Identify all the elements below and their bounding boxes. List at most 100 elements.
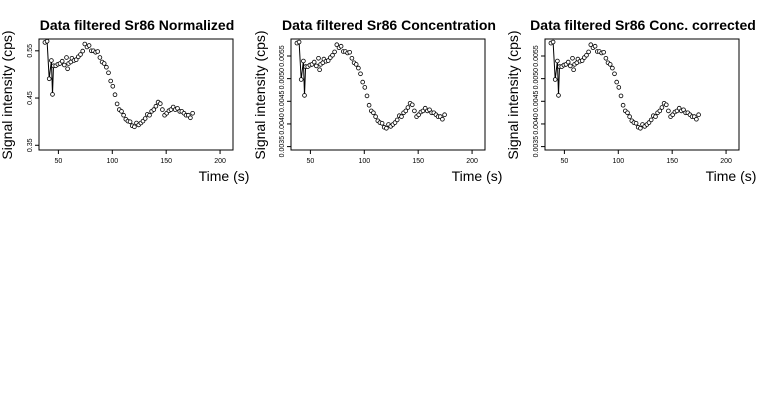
x-tick-label: 150 bbox=[160, 158, 172, 165]
data-point bbox=[653, 114, 658, 119]
data-point bbox=[127, 119, 133, 125]
data-point bbox=[95, 49, 100, 54]
data-point bbox=[313, 63, 319, 69]
data-point bbox=[648, 117, 654, 123]
data-point bbox=[301, 58, 306, 64]
data-point bbox=[614, 79, 619, 85]
panel-title: Data filtered Sr86 Concentration bbox=[282, 17, 496, 33]
data-point bbox=[360, 79, 366, 85]
chart-panel-normalized: Data filtered Sr86 Normalized Signal int… bbox=[0, 17, 249, 184]
data-point bbox=[384, 126, 389, 131]
data-point bbox=[330, 52, 335, 58]
data-point bbox=[603, 55, 609, 61]
data-point bbox=[158, 101, 163, 106]
data-point bbox=[121, 112, 126, 118]
y-tick-label: 0.0035 bbox=[279, 136, 286, 158]
series-line bbox=[44, 40, 54, 95]
axis-ticks: 50 100 150 200 0.35 0.45 0.55 bbox=[27, 44, 226, 165]
x-tick-label: 200 bbox=[214, 158, 226, 165]
y-tick-label: 0.0045 bbox=[279, 90, 286, 112]
data-point bbox=[160, 107, 165, 112]
x-tick-label: 150 bbox=[666, 158, 678, 165]
data-point bbox=[190, 111, 195, 116]
data-point bbox=[175, 106, 180, 111]
data-point bbox=[64, 55, 69, 60]
data-point bbox=[412, 108, 417, 114]
data-point bbox=[153, 103, 159, 109]
y-axis-label: Signal intensity (cps) bbox=[0, 30, 15, 159]
x-axis-label: Time (s) bbox=[452, 168, 503, 184]
x-tick-label: 50 bbox=[55, 158, 63, 165]
y-tick-label: 0.0035 bbox=[533, 136, 540, 158]
data-point bbox=[638, 126, 643, 131]
data-point bbox=[298, 77, 304, 82]
data-point bbox=[618, 93, 624, 99]
y-tick-label: 0.0040 bbox=[279, 113, 286, 135]
data-marks bbox=[294, 39, 447, 131]
x-tick-label: 150 bbox=[412, 158, 424, 165]
data-point bbox=[316, 55, 321, 61]
data-point bbox=[151, 107, 157, 112]
y-tick-label: 0.0045 bbox=[533, 90, 540, 112]
x-tick-label: 100 bbox=[106, 158, 118, 165]
data-point bbox=[405, 105, 411, 110]
y-tick-label: 0.0050 bbox=[533, 68, 540, 90]
data-point bbox=[394, 117, 400, 123]
data-point bbox=[188, 115, 193, 121]
data-point bbox=[552, 77, 558, 82]
axis-ticks: 50 100 150 200 0.00350.00400.00450.00500.005… bbox=[533, 45, 732, 165]
x-axis-label: Time (s) bbox=[706, 168, 757, 184]
plot-frame bbox=[290, 38, 486, 151]
data-point bbox=[110, 84, 116, 89]
data-point bbox=[427, 107, 432, 113]
data-point bbox=[373, 114, 378, 119]
data-point bbox=[302, 93, 307, 98]
data-point bbox=[62, 62, 67, 68]
data-point bbox=[625, 110, 630, 116]
data-point bbox=[97, 55, 103, 60]
axis-ticks: 50 100 150 200 0.00350.00400.00450.00500.005… bbox=[279, 45, 478, 165]
data-point bbox=[349, 55, 355, 61]
data-point bbox=[101, 61, 107, 66]
x-tick-label: 100 bbox=[358, 158, 370, 165]
data-marks bbox=[548, 39, 701, 131]
data-point bbox=[104, 64, 109, 70]
data-point bbox=[633, 121, 639, 126]
y-tick-label: 0.0040 bbox=[533, 113, 540, 135]
data-point bbox=[694, 116, 699, 122]
panel-title: Data filtered Sr86 Normalized bbox=[40, 17, 235, 33]
y-tick-label: 0.0055 bbox=[533, 45, 540, 67]
data-point bbox=[332, 49, 337, 55]
data-marks bbox=[42, 38, 195, 130]
data-point bbox=[147, 112, 152, 118]
data-point bbox=[379, 121, 385, 126]
data-point bbox=[108, 78, 113, 84]
y-tick-label: 0.0055 bbox=[279, 45, 286, 67]
data-point bbox=[571, 67, 576, 72]
series-line bbox=[550, 41, 560, 96]
data-point bbox=[353, 62, 359, 67]
data-point bbox=[627, 114, 632, 119]
data-point bbox=[579, 58, 585, 63]
data-point bbox=[44, 38, 50, 44]
y-tick-label: 0.45 bbox=[27, 91, 34, 105]
data-point bbox=[666, 108, 671, 114]
data-point bbox=[612, 71, 617, 77]
x-tick-label: 100 bbox=[612, 158, 624, 165]
x-tick-label: 200 bbox=[720, 158, 732, 165]
data-point bbox=[338, 43, 344, 49]
x-tick-label: 50 bbox=[307, 158, 315, 165]
data-point bbox=[112, 92, 118, 97]
data-point bbox=[567, 63, 573, 69]
data-point bbox=[659, 105, 665, 110]
data-point bbox=[440, 116, 445, 122]
data-point bbox=[696, 112, 701, 117]
data-point bbox=[119, 109, 124, 114]
y-tick-label: 0.55 bbox=[27, 44, 34, 58]
data-point bbox=[317, 67, 322, 72]
data-point bbox=[325, 58, 331, 63]
data-point bbox=[681, 107, 686, 113]
x-tick-label: 200 bbox=[466, 158, 478, 165]
data-point bbox=[399, 114, 404, 119]
